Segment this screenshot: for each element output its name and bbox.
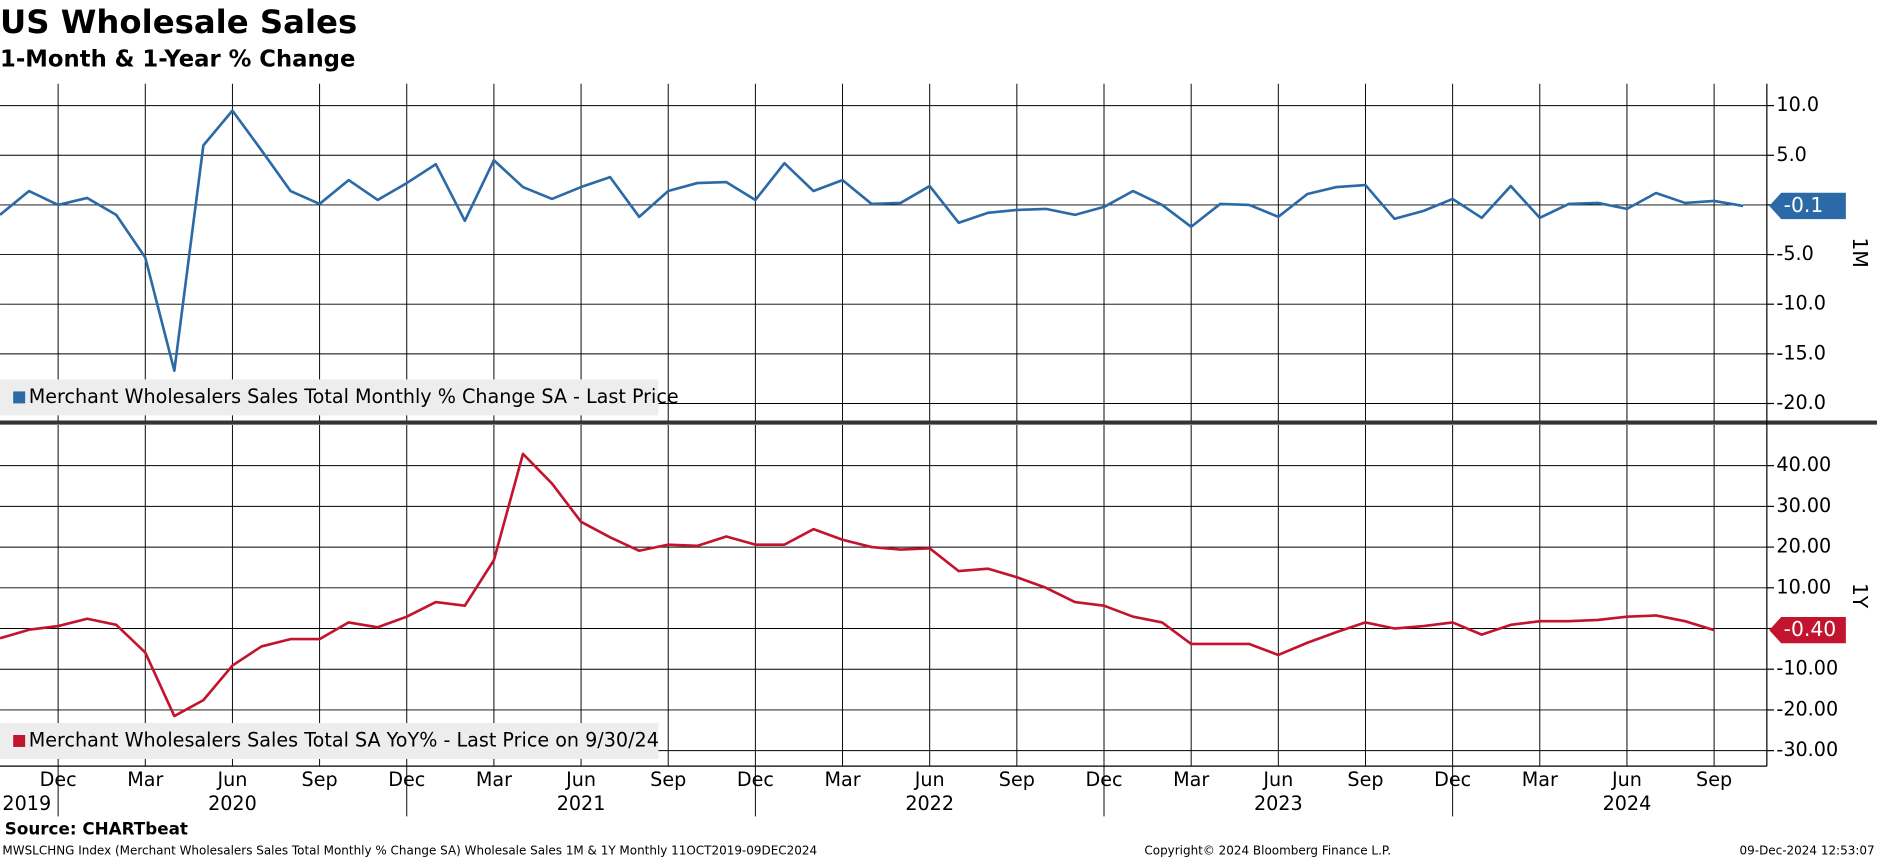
axis-label: 1Y (1848, 583, 1872, 609)
x-tick-label: Jun (1262, 768, 1293, 791)
footer-description: MWSLCHNG Index (Merchant Wholesalers Sal… (2, 844, 817, 858)
x-tick-label: Mar (1522, 768, 1558, 791)
x-tick-label: Mar (824, 768, 860, 791)
y-tick-label: -5.0 (1776, 242, 1813, 265)
last-value-label: -0.1 (1784, 193, 1824, 217)
year-label: 2023 (1254, 792, 1303, 815)
y-tick-label: 20.00 (1776, 535, 1831, 558)
x-tick-label: Sep (1347, 768, 1383, 791)
x-tick-label: Mar (476, 768, 512, 791)
year-label: 2024 (1603, 792, 1652, 815)
legend-swatch (13, 734, 26, 747)
series-line (0, 109, 1744, 373)
x-tick-label: Sep (999, 768, 1035, 791)
chart-subtitle: 1-Month & 1-Year % Change (0, 46, 355, 72)
y-tick-label: 10.0 (1776, 93, 1819, 116)
timestamp: 09-Dec-2024 12:53:07 (1740, 844, 1875, 858)
y-tick-label: -10.0 (1776, 292, 1826, 315)
source: Source: CHARTbeat (5, 819, 188, 839)
last-value-marker (1769, 192, 1846, 220)
copyright: Copyright© 2024 Bloomberg Finance L.P. (1144, 844, 1391, 858)
x-tick-label: Jun (216, 768, 247, 791)
y-tick-label: -30.00 (1776, 738, 1838, 761)
x-tick-label: Jun (914, 768, 945, 791)
y-tick-label: 30.00 (1776, 494, 1831, 517)
chart-title: US Wholesale Sales (0, 3, 357, 41)
year-label: 2019 (2, 792, 51, 815)
x-tick-label: Mar (1173, 768, 1209, 791)
legend-label: Merchant Wholesalers Sales Total SA YoY%… (29, 728, 659, 751)
x-tick-label: Mar (127, 768, 163, 791)
legend-swatch (13, 391, 26, 404)
x-tick-label: Sep (650, 768, 686, 791)
year-label: 2022 (905, 792, 954, 815)
x-tick-label: Jun (565, 768, 596, 791)
legend-label: Merchant Wholesalers Sales Total Monthly… (29, 385, 679, 408)
last-value-marker (1769, 616, 1846, 644)
y-tick-label: -10.00 (1776, 657, 1838, 680)
y-tick-label: -20.0 (1776, 391, 1826, 414)
x-tick-label: Sep (1696, 768, 1732, 791)
last-value-label: -0.40 (1784, 617, 1837, 641)
legend-box (0, 379, 659, 416)
x-tick-label: Sep (302, 768, 338, 791)
axis-label: 1M (1848, 237, 1872, 267)
year-label: 2020 (208, 792, 257, 815)
year-label: 2021 (557, 792, 606, 815)
y-tick-label: 10.00 (1776, 575, 1831, 598)
y-tick-label: -20.00 (1776, 697, 1838, 720)
legend-box (0, 723, 659, 759)
y-tick-label: 40.00 (1776, 453, 1831, 476)
y-tick-label: 5.0 (1776, 143, 1806, 166)
series-line (0, 452, 1715, 718)
y-tick-label: -15.0 (1776, 341, 1826, 364)
x-tick-label: Jun (1611, 768, 1642, 791)
